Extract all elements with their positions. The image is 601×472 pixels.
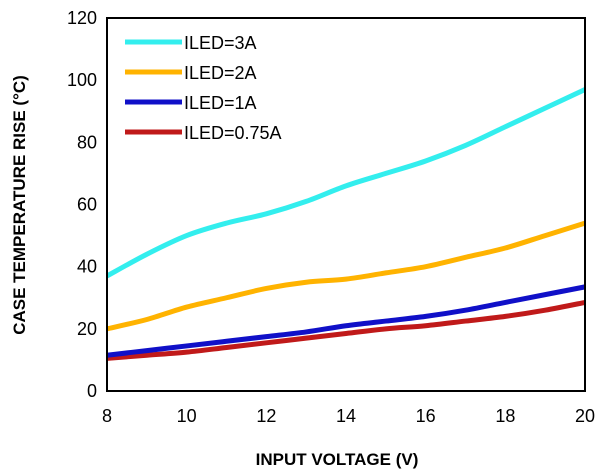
series-lines bbox=[105, 87, 587, 361]
series-line-iled-3a bbox=[105, 87, 587, 279]
y-tick-label: 20 bbox=[77, 319, 97, 339]
tick-labels: 8 10 12 14 16 18 20 0 20 40 60 80 100 120 bbox=[67, 8, 595, 426]
x-tick-label: 14 bbox=[336, 406, 356, 426]
x-tick-label: 10 bbox=[177, 406, 197, 426]
y-axis-title: CASE TEMPERATURE RISE (°C) bbox=[10, 75, 29, 335]
x-tick-label: 16 bbox=[416, 406, 436, 426]
x-axis-title: INPUT VOLTAGE (V) bbox=[256, 450, 419, 469]
y-tick-label: 100 bbox=[67, 70, 97, 90]
y-tick-label: 0 bbox=[87, 381, 97, 401]
legend-label-iled-3a: ILED=3A bbox=[184, 33, 257, 53]
series-line-iled-1a bbox=[106, 284, 586, 358]
legend: ILED=3A ILED=2A ILED=1A ILED=0.75A bbox=[125, 33, 282, 143]
series-line-iled-2a bbox=[106, 220, 586, 332]
legend-label-iled-2a: ILED=2A bbox=[184, 63, 257, 83]
x-tick-label: 8 bbox=[102, 406, 112, 426]
x-tick-label: 12 bbox=[256, 406, 276, 426]
plot-frame bbox=[106, 17, 586, 392]
y-tick-label: 60 bbox=[77, 195, 97, 215]
y-tick-label: 120 bbox=[67, 8, 97, 28]
legend-label-iled-0-75a: ILED=0.75A bbox=[184, 123, 282, 143]
x-tick-label: 18 bbox=[495, 406, 515, 426]
y-tick-label: 40 bbox=[77, 257, 97, 277]
series-line-iled-0-75a bbox=[106, 299, 586, 361]
y-tick-label: 80 bbox=[77, 132, 97, 152]
x-tick-label: 20 bbox=[575, 406, 595, 426]
legend-label-iled-1a: ILED=1A bbox=[184, 93, 257, 113]
